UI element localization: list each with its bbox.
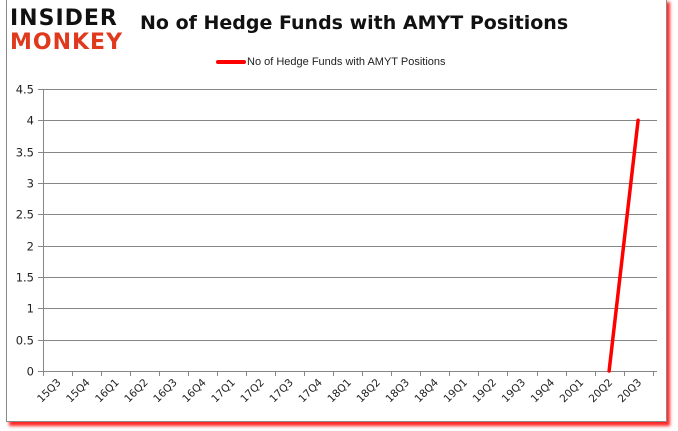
x-tick-label: 16Q4	[180, 376, 209, 405]
x-tick-label: 18Q4	[413, 376, 442, 405]
x-tick-label: 15Q4	[64, 376, 93, 405]
x-tick-label: 16Q2	[122, 377, 151, 406]
x-tick-label: 16Q3	[151, 377, 180, 406]
series-line	[607, 118, 640, 373]
logo-line-1: INSIDER	[10, 6, 118, 31]
chart-title: No of Hedge Funds with AMYT Positions	[140, 12, 569, 34]
x-tick-label: 19Q2	[471, 377, 500, 406]
x-tick-label: 18Q3	[384, 377, 413, 406]
x-tick-label: 16Q1	[93, 377, 122, 406]
y-tick-label: 4.5	[16, 83, 34, 97]
logo-line-2: MONKEY	[10, 30, 124, 55]
y-tick-label: 3	[27, 177, 34, 191]
insider-monkey-logo: INSIDER MONKEY	[10, 8, 130, 54]
y-tick-label: 0.5	[16, 334, 34, 348]
x-tick-label: 18Q1	[325, 377, 354, 406]
x-tick-label: 20Q3	[616, 377, 645, 406]
axes	[38, 89, 657, 376]
legend-label: No of Hedge Funds with AMYT Positions	[247, 56, 446, 68]
y-tick-label: 1	[27, 302, 34, 316]
chart-frame	[6, 0, 667, 422]
x-tick-label: 19Q3	[500, 377, 529, 406]
x-tick-label: 19Q1	[442, 377, 471, 406]
x-tick-label: 17Q2	[238, 377, 267, 406]
legend-line-swatch-icon	[216, 60, 246, 64]
legend: No of Hedge Funds with AMYT Positions	[216, 54, 446, 70]
gridlines	[43, 89, 657, 341]
y-tick-label: 0	[27, 365, 34, 379]
x-tick-label: 15Q3	[35, 377, 64, 406]
x-axis-labels: 15Q3 15Q4 16Q1 16Q2 16Q3 16Q4 17Q1 17Q2 17Q3 17Q4…	[35, 376, 644, 405]
x-tick-label: 17Q3	[267, 377, 296, 406]
x-tick-label: 17Q1	[209, 377, 238, 406]
x-tick-label: 17Q4	[296, 376, 325, 405]
series-lines	[607, 118, 640, 373]
y-tick-label: 1.5	[16, 271, 34, 285]
y-tick-label: 2	[27, 240, 34, 254]
x-tick-label: 20Q2	[587, 377, 616, 406]
x-tick-label: 18Q2	[354, 377, 383, 406]
x-tick-label: 19Q4	[529, 376, 558, 405]
y-tick-label: 2.5	[16, 208, 34, 222]
x-tick-label: 20Q1	[558, 377, 587, 406]
y-tick-label: 4	[27, 114, 34, 128]
y-axis-labels: 0 0.5 1 1.5 2 2.5 3 3.5 4 4.5	[16, 83, 34, 379]
y-tick-label: 3.5	[16, 146, 34, 160]
